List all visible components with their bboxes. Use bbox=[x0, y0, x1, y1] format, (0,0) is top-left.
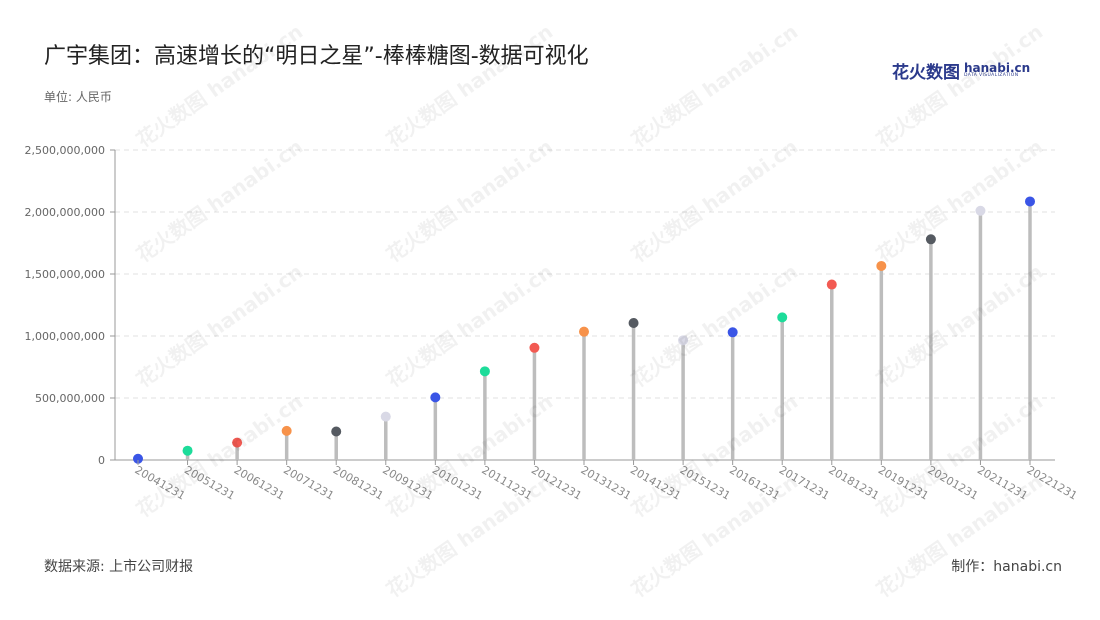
lollipop-point bbox=[479, 366, 490, 377]
x-tick-label: 20141231 bbox=[628, 463, 683, 502]
y-tick-label: 2,500,000,000 bbox=[25, 144, 105, 157]
lollipop-point bbox=[777, 312, 788, 323]
logo-en-text: hanabi.cn bbox=[964, 61, 1031, 76]
lollipop-point bbox=[430, 392, 441, 403]
x-tick-label: 20171231 bbox=[777, 463, 832, 502]
lollipop-point bbox=[1025, 196, 1035, 207]
lollipop-point bbox=[380, 411, 391, 422]
lollipop-point bbox=[232, 437, 243, 448]
x-tick-label: 20221231 bbox=[1025, 463, 1080, 502]
x-tick-label: 20211231 bbox=[975, 463, 1030, 502]
x-tick-label: 20071231 bbox=[281, 463, 336, 502]
y-tick-label: 1,000,000,000 bbox=[25, 330, 105, 343]
y-tick-label: 500,000,000 bbox=[35, 392, 105, 405]
x-tick-label: 20151231 bbox=[678, 463, 733, 502]
lollipop-point bbox=[133, 453, 143, 464]
x-tick-label: 20091231 bbox=[380, 463, 435, 502]
lollipop-point bbox=[727, 327, 738, 338]
lollipop-point bbox=[331, 426, 342, 437]
x-tick-label: 20191231 bbox=[876, 463, 931, 502]
x-tick-label: 20181231 bbox=[826, 463, 881, 502]
lollipop-point bbox=[678, 335, 689, 346]
x-tick-label: 20081231 bbox=[331, 463, 386, 502]
x-tick-label: 20051231 bbox=[182, 463, 237, 502]
x-tick-label: 20061231 bbox=[232, 463, 287, 502]
chart-title: 广宇集团：高速增长的“明日之星”-棒棒糖图-数据可视化 bbox=[44, 44, 589, 69]
lollipop-point bbox=[826, 279, 837, 290]
x-tick-label: 20161231 bbox=[727, 463, 782, 502]
lollipop-point bbox=[876, 260, 887, 271]
maker-label: 制作：hanabi.cn bbox=[951, 559, 1062, 575]
unit-label: 单位: 人民币 bbox=[44, 90, 112, 104]
lollipop-point bbox=[579, 326, 589, 337]
lollipop-point bbox=[925, 234, 936, 245]
lollipop-point bbox=[628, 317, 639, 328]
logo-en-block: hanabi.cn DATA VISUALIZATION bbox=[964, 62, 1030, 79]
x-tick-label: 20101231 bbox=[430, 463, 485, 502]
lollipop-point bbox=[529, 342, 540, 353]
y-tick-label: 2,000,000,000 bbox=[25, 206, 105, 219]
data-source-label: 数据来源: 上市公司财报 bbox=[44, 559, 194, 575]
lollipop-point bbox=[281, 425, 292, 436]
x-tick-label: 20111231 bbox=[479, 463, 534, 502]
lollipop-point bbox=[975, 205, 986, 216]
lollipop-point bbox=[182, 445, 193, 456]
y-tick-label: 0 bbox=[98, 454, 105, 467]
x-tick-label: 20041231 bbox=[133, 463, 188, 502]
y-tick-label: 1,500,000,000 bbox=[25, 268, 105, 281]
brand-logo: 花火数图 hanabi.cn DATA VISUALIZATION bbox=[892, 58, 1030, 83]
logo-cn-text: 花火数图 bbox=[892, 63, 960, 83]
x-tick-label: 20131231 bbox=[579, 463, 634, 502]
x-tick-label: 20201231 bbox=[925, 463, 980, 502]
logo-sub-text: DATA VISUALIZATION bbox=[964, 73, 1019, 79]
x-tick-label: 20121231 bbox=[529, 463, 584, 502]
